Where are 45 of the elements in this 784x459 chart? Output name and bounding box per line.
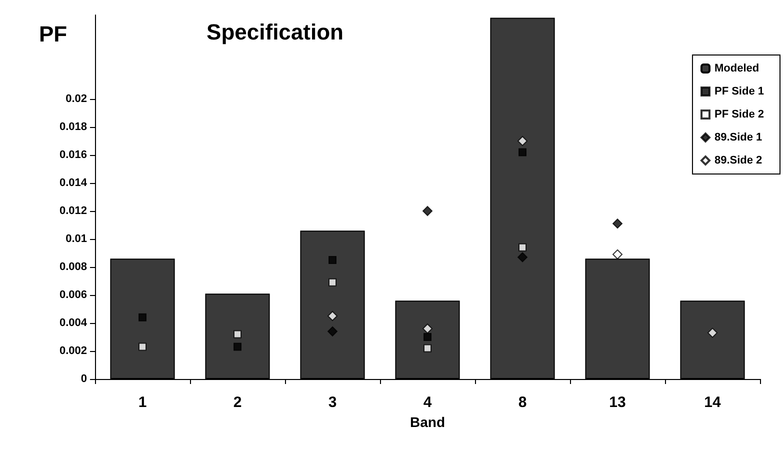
y-tick-label: 0.01 — [66, 233, 87, 245]
point — [518, 243, 526, 252]
x-tick-label: 4 — [423, 394, 432, 411]
legend-label: Modeled — [714, 62, 760, 74]
legend-label: 89.Side 1 — [714, 132, 762, 144]
x-tick-label: 14 — [704, 394, 722, 411]
y-tick-label: 0.004 — [59, 317, 88, 329]
point — [138, 342, 146, 351]
y-tick-label: 0.006 — [59, 289, 87, 301]
x-axis-title: Band — [410, 414, 445, 430]
legend-label: 89.Side 2 — [714, 154, 762, 166]
x-tick-label: 8 — [518, 394, 527, 411]
point — [328, 278, 336, 286]
point — [518, 148, 526, 156]
y-tick-label: 0 — [80, 373, 87, 385]
chart-title: Specification — [206, 20, 344, 44]
point — [234, 330, 242, 338]
x-tick-label: 1 — [138, 394, 147, 411]
y-tick-label: 0.018 — [59, 121, 87, 133]
x-tick-label: 2 — [233, 394, 242, 411]
x-tick-label: 3 — [328, 394, 337, 411]
point — [518, 252, 528, 262]
y-tick-label: 0.016 — [59, 149, 87, 161]
point — [612, 249, 622, 260]
point — [234, 342, 242, 351]
point — [328, 256, 336, 264]
point — [518, 136, 528, 146]
x-tick-label: 13 — [609, 394, 626, 411]
y-tick-label: 0.02 — [66, 93, 87, 105]
legend-label: PF Side 2 — [714, 108, 764, 120]
point — [424, 344, 432, 352]
y-tick-label: 0.008 — [59, 261, 87, 273]
y-tick-label: 0.002 — [59, 345, 87, 357]
point — [328, 311, 338, 321]
y-tick-label: 0.014 — [59, 177, 88, 189]
point — [708, 328, 718, 338]
point — [422, 324, 432, 334]
y-tick-label: 0.012 — [59, 205, 87, 217]
point — [612, 218, 622, 229]
point — [328, 326, 338, 336]
legend-label: PF Side 1 — [714, 86, 764, 98]
y-axis-title: PF — [39, 22, 68, 46]
point — [138, 313, 146, 322]
point — [424, 333, 432, 341]
point — [422, 206, 432, 216]
